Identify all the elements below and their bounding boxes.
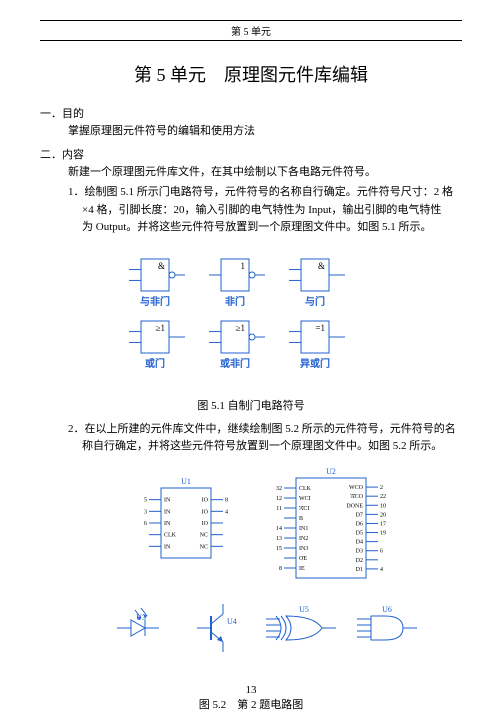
svg-text:U5: U5 — [299, 605, 309, 614]
figure-5-1-caption: 图 5.1 自制门电路符号 — [40, 397, 462, 413]
svg-text:1: 1 — [241, 261, 246, 271]
svg-text:或门: 或门 — [145, 357, 165, 370]
svg-text:CLK: CLK — [164, 533, 177, 539]
header-top-rule — [40, 20, 462, 21]
svg-text:8: 8 — [279, 566, 282, 572]
svg-text:IO: IO — [202, 498, 209, 504]
svg-text:与非门: 与非门 — [140, 295, 170, 308]
svg-text:IN2: IN2 — [299, 536, 308, 542]
svg-text:20: 20 — [380, 512, 386, 518]
svg-text:D1: D1 — [356, 567, 363, 573]
svg-text:13: 13 — [276, 536, 282, 542]
svg-text:D5: D5 — [356, 531, 363, 537]
svg-text:6: 6 — [144, 521, 147, 527]
svg-text:11: 11 — [276, 506, 282, 512]
item-2-line2: 称自行确定，并将这些元件符号放置到一个原理图文件中。如图 5.2 所示。 — [82, 438, 462, 456]
svg-text:4: 4 — [380, 567, 383, 573]
svg-text:6: 6 — [380, 549, 383, 555]
svg-text:ACO: ACO — [350, 494, 363, 500]
svg-text:14: 14 — [276, 526, 282, 532]
svg-text:NC: NC — [200, 544, 208, 550]
svg-text:22: 22 — [380, 494, 386, 500]
svg-text:5: 5 — [144, 498, 147, 504]
svg-text:D3: D3 — [356, 549, 363, 555]
svg-text:IE: IE — [299, 566, 305, 572]
svg-text:15: 15 — [276, 546, 282, 552]
svg-text:CLK: CLK — [299, 486, 312, 492]
svg-text:D7: D7 — [356, 512, 363, 518]
svg-text:19: 19 — [380, 531, 386, 537]
figure-5-2: U15IN3IN6INCLKIN8IO4IOIONCNCU232CLK12WCI… — [40, 468, 462, 688]
svg-text:U1: U1 — [181, 477, 191, 486]
svg-text:D4: D4 — [356, 540, 363, 546]
svg-text:≥1: ≥1 — [236, 323, 245, 333]
figure-5-2-caption: 图 5.2 第 2 题电路图 — [40, 696, 462, 712]
figure-5-2-svg: U15IN3IN6INCLKIN8IO4IOIONCNCU232CLK12WCI… — [71, 468, 431, 688]
svg-text:2: 2 — [380, 485, 383, 491]
page-number: 13 — [0, 684, 502, 696]
figure-5-1-svg: & 与非门 1 非门 & 与门 ≥1 或门 ≥1 或非门 =1 异或门 — [121, 249, 381, 389]
svg-text:IN: IN — [164, 498, 171, 504]
svg-text:10: 10 — [380, 503, 386, 509]
svg-text:U2: U2 — [326, 468, 336, 476]
svg-text:17: 17 — [380, 521, 386, 527]
svg-text:或非门: 或非门 — [220, 357, 250, 370]
svg-text:IN1: IN1 — [299, 526, 308, 532]
svg-text:U4: U4 — [227, 617, 237, 626]
figure-5-1: & 与非门 1 非门 & 与门 ≥1 或门 ≥1 或非门 =1 异或门 — [40, 249, 462, 389]
svg-text:ACI: ACI — [299, 506, 309, 512]
svg-text:IN: IN — [164, 521, 171, 527]
section-2-heading: 二．内容 — [40, 146, 462, 162]
svg-text:4: 4 — [225, 509, 228, 515]
svg-text:WCO: WCO — [349, 485, 364, 491]
section-2-body: 新建一个原理图元件库文件，在其中绘制以下各电路元件符号。 — [68, 164, 462, 181]
item-1-line2: ×4 格，引脚长度：20，输入引脚的电气特性为 Input，输出引脚的电气特性 — [82, 202, 462, 220]
svg-text:=1: =1 — [315, 323, 325, 333]
svg-text:&: & — [318, 261, 325, 271]
svg-text:IO: IO — [202, 509, 209, 515]
svg-text:&: & — [158, 261, 165, 271]
svg-text:D2: D2 — [356, 558, 363, 564]
svg-text:IN: IN — [164, 509, 171, 515]
item-1-line1: 1．绘制图 5.1 所示门电路符号，元件符号的名称自行确定。元件符号尺寸：2 格 — [68, 184, 462, 202]
svg-text:3: 3 — [144, 509, 147, 515]
section-1-body: 掌握原理图元件符号的编辑和使用方法 — [68, 123, 462, 140]
svg-text:12: 12 — [276, 496, 282, 502]
header-bottom-rule — [40, 40, 462, 41]
svg-text:与门: 与门 — [305, 295, 325, 308]
svg-text:8: 8 — [225, 498, 228, 504]
svg-text:B: B — [299, 516, 303, 522]
svg-text:异或门: 异或门 — [300, 357, 330, 370]
svg-text:≥1: ≥1 — [156, 323, 165, 333]
svg-text:IO: IO — [202, 521, 209, 527]
svg-text:NC: NC — [200, 533, 208, 539]
svg-text:U6: U6 — [382, 605, 392, 614]
svg-text:IN: IN — [164, 544, 171, 550]
svg-text:32: 32 — [276, 486, 282, 492]
svg-text:D6: D6 — [356, 521, 363, 527]
svg-text:IN3: IN3 — [299, 546, 308, 552]
page-header: 第 5 单元 — [40, 23, 462, 38]
svg-text:DONE: DONE — [346, 503, 363, 509]
svg-text:OE: OE — [299, 556, 307, 562]
section-1-heading: 一．目的 — [40, 105, 462, 121]
svg-text:WCI: WCI — [299, 496, 311, 502]
item-2-line1: 2．在以上所建的元件库文件中，继续绘制图 5.2 所示的元件符号，元件符号的名 — [68, 421, 462, 439]
page-title: 第 5 单元 原理图元件库编辑 — [40, 61, 462, 87]
svg-text:非门: 非门 — [225, 295, 245, 308]
item-1-line3: 为 Output。并将这些元件符号放置到一个原理图文件中。如图 5.1 所示。 — [82, 219, 462, 237]
